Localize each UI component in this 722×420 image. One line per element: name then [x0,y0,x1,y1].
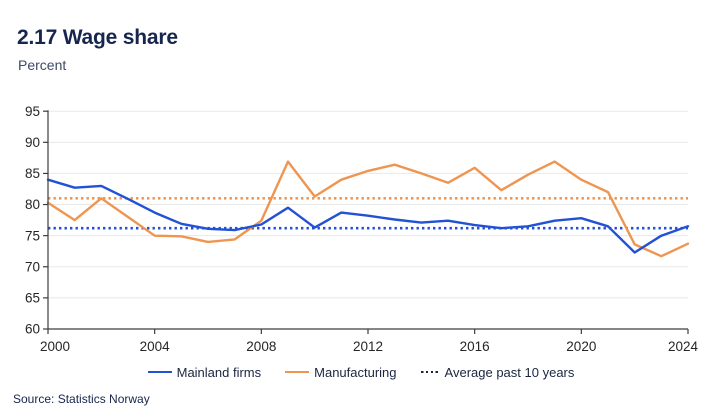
y-tick-label-70: 70 [25,259,40,274]
legend-item-manufacturing: Manufacturing [285,364,397,380]
source-note: Source: Statistics Norway [13,392,150,406]
x-tick-label-2024: 2024 [668,339,699,354]
y-tick-label-85: 85 [25,166,40,181]
x-tick-label-2016: 2016 [460,339,490,354]
y-tick-label-60: 60 [25,322,40,337]
chart-unit-label: Percent [18,57,67,73]
legend-item-mainland-firms: Mainland firms [147,364,262,380]
y-tick-label-95: 95 [25,104,40,119]
legend-item-average: Average past 10 years [420,364,575,380]
legend-label-mainland-firms: Mainland firms [176,364,262,380]
average-dotted-line-swatch-icon [420,370,440,374]
legend-label-manufacturing: Manufacturing [314,364,397,380]
y-tick-label-90: 90 [25,135,40,150]
x-tick-label-2004: 2004 [140,339,171,354]
chart-legend: Mainland firms Manufacturing Average pas… [0,362,722,382]
chart-title: 2.17 Wage share [17,26,178,49]
y-tick-label-65: 65 [25,291,40,306]
manufacturing-line-swatch-icon [285,370,310,374]
legend-label-average: Average past 10 years [444,364,575,380]
mainland-firms-line-swatch-icon [147,370,172,374]
mainland-firms-line [46,178,690,254]
manufacturing-line [46,160,690,258]
y-tick-label-80: 80 [25,197,40,212]
y-tick-label-75: 75 [25,228,40,243]
x-tick-label-2020: 2020 [566,339,596,354]
x-tick-label-2008: 2008 [246,339,276,354]
x-tick-label-2012: 2012 [353,339,383,354]
x-tick-label-2000: 2000 [40,339,70,354]
